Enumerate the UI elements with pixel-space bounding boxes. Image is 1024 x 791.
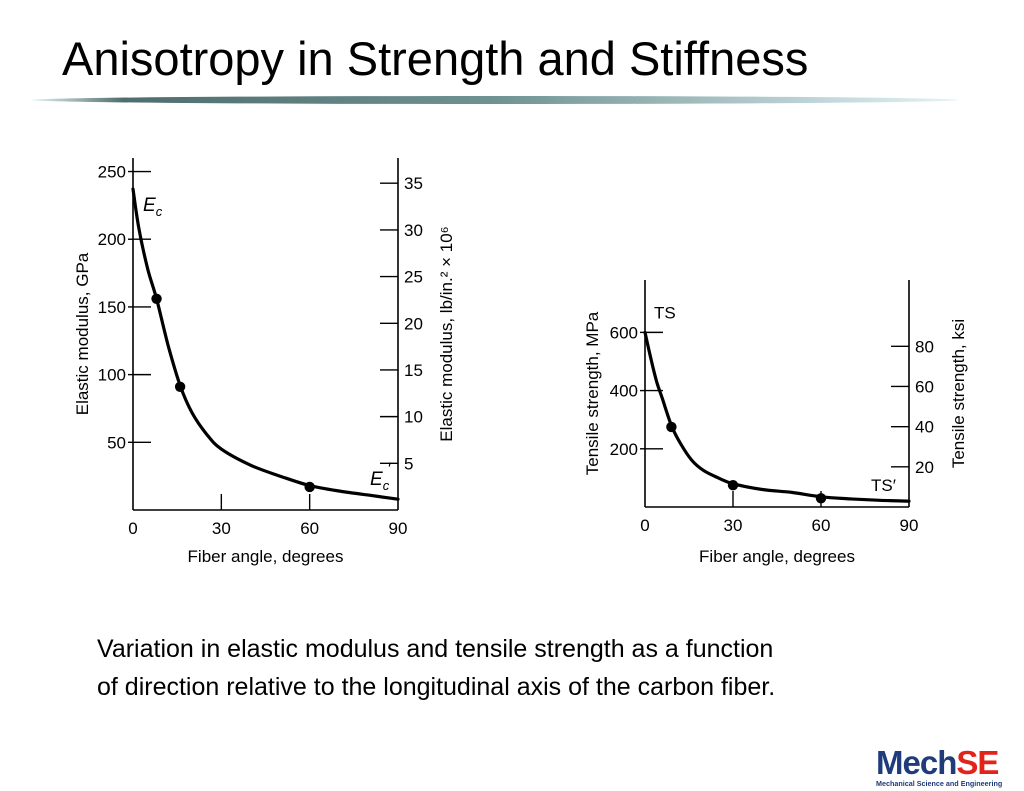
curve-label-top: TS <box>654 303 676 322</box>
y2-tick-label: 60 <box>915 377 934 396</box>
y-tick-label: 100 <box>98 366 126 385</box>
y-tick-label: 400 <box>610 382 638 401</box>
y-tick-label: 250 <box>98 163 126 182</box>
y2-tick-label: 40 <box>915 418 934 437</box>
x-tick-label: 60 <box>812 516 831 535</box>
charts-figure: 0 30 60 90501001502002505101520253035Fiber … <box>73 158 968 566</box>
x-tick-label: 90 <box>389 519 408 538</box>
x-tick-label: 0 <box>640 516 649 535</box>
x-axis-label: Fiber angle, degrees <box>188 547 344 566</box>
logo-wordmark: Mech SE <box>876 744 999 781</box>
y-tick-label: 200 <box>98 230 126 249</box>
slide-title: Anisotropy in Strength and Stiffness <box>62 32 809 85</box>
data-point-marker <box>666 421 677 433</box>
y2-tick-label: 20 <box>915 458 934 477</box>
y-axis-label: Elastic modulus, GPa <box>73 252 92 415</box>
series-line-1 <box>643 330 911 503</box>
curve-label-bottom: TS′ <box>871 476 896 495</box>
title-underline <box>31 96 959 104</box>
y2-tick-label: 25 <box>404 268 423 287</box>
mechse-logo: Mech SE Mechanical Science and Engineeri… <box>876 744 1024 791</box>
data-point-marker <box>174 381 186 392</box>
chart-1: 0 30 60 90 50 100 150 200 250 5 10 15 20 25 30 35 Fiber … <box>73 158 456 566</box>
x-tick-label: 0 <box>128 519 137 538</box>
curve-label-bottom-prime: ′ <box>387 459 391 478</box>
data-point-marker <box>151 293 162 304</box>
y2-tick-label: 80 <box>915 337 934 356</box>
curve-label-top: Ec <box>143 195 163 219</box>
y2-tick-label: 20 <box>404 314 423 333</box>
curve-label-top-subscript: c <box>156 204 163 219</box>
y-tick-label: 200 <box>610 440 638 459</box>
x-tick-label: 30 <box>212 519 231 538</box>
y-tick-label: 600 <box>610 323 638 342</box>
curve-label-bottom-subscript: c <box>383 478 390 493</box>
data-point-marker <box>815 493 827 504</box>
y2-tick-label: 15 <box>404 361 423 380</box>
y-tick-label: 150 <box>98 298 126 317</box>
x-axis-label: Fiber angle, degrees <box>699 547 855 566</box>
y2-tick-label: 30 <box>404 221 423 240</box>
data-point-marker <box>304 481 315 493</box>
x-tick-label: 90 <box>900 516 919 535</box>
y-tick-label: 50 <box>107 433 126 452</box>
logo-se-text: SE <box>956 744 999 781</box>
logo-subtitle: Mechanical Science and Engineering <box>876 779 1003 788</box>
y2-tick-label: 10 <box>404 408 423 427</box>
chart-2: 0 30 60 90 200 400 600 20 40 60 80 Fiber angle, deg… <box>583 280 968 566</box>
caption-line-1: Variation in elastic modulus and tensile… <box>97 635 774 663</box>
caption-line-2: of direction relative to the longitudina… <box>97 673 776 701</box>
x-tick-label: 30 <box>724 516 743 535</box>
data-point-marker <box>727 479 739 491</box>
x-tick-label: 60 <box>300 519 319 538</box>
y-axis-label: Tensile strength, MPa <box>583 311 602 475</box>
y2-tick-label: 35 <box>404 174 423 193</box>
y2-tick-label: 5 <box>404 454 413 473</box>
series-line-1 <box>131 187 400 501</box>
curve-label-bottom: Ec′ <box>370 459 391 493</box>
figure-caption: Variation in elastic modulus and tensile… <box>97 630 977 706</box>
y2-axis-label: Elastic modulus, lb/in.² × 10⁶ <box>437 226 456 441</box>
y2-axis-label: Tensile strength, ksi <box>949 319 968 468</box>
logo-mech-text: Mech <box>876 744 957 781</box>
